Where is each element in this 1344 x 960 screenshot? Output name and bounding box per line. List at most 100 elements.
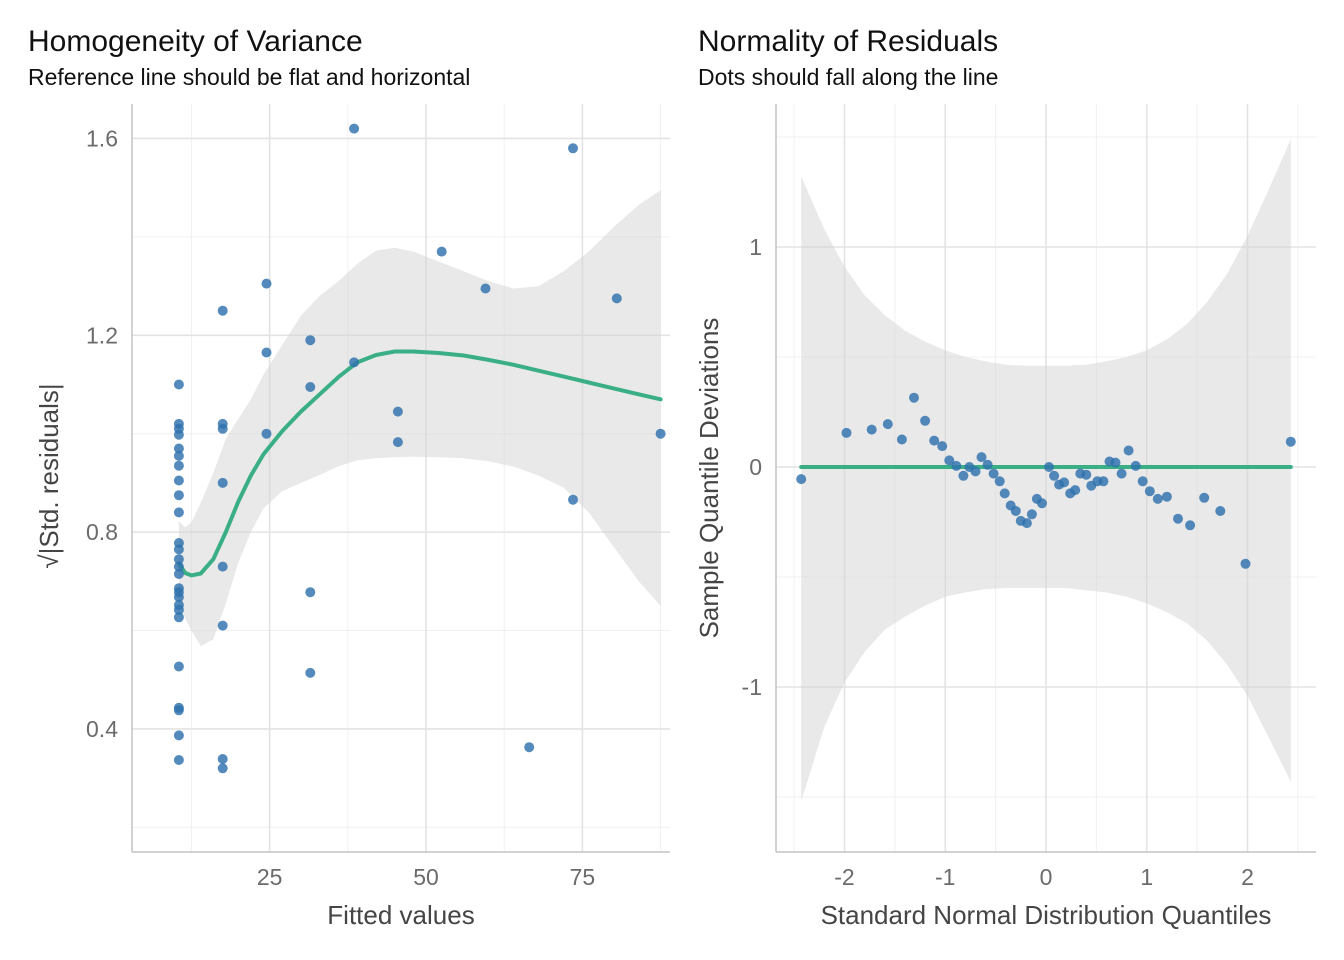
- data-point: [305, 587, 316, 598]
- data-point: [1010, 506, 1021, 516]
- data-point: [976, 452, 987, 463]
- y-tick-label: 1.2: [86, 322, 118, 348]
- panel2-subtitle: Dots should fall along the line: [698, 64, 998, 90]
- data-point: [1240, 558, 1251, 569]
- panel1-y-axis-label: √|Std. residuals|: [34, 383, 64, 568]
- data-point: [1123, 445, 1134, 456]
- data-point: [1137, 476, 1148, 487]
- x-tick-label: 2: [1241, 864, 1254, 890]
- panel1-axes: [131, 104, 670, 853]
- data-point: [173, 490, 184, 501]
- data-point: [944, 455, 955, 466]
- data-point: [1026, 509, 1037, 520]
- data-point: [882, 419, 893, 430]
- data-point: [1285, 436, 1296, 447]
- data-point: [173, 507, 184, 518]
- y-tick-label: 0: [749, 454, 762, 480]
- data-point: [958, 470, 969, 481]
- data-point: [951, 460, 962, 471]
- data-point: [173, 569, 184, 579]
- x-tick-label: 25: [257, 864, 283, 890]
- data-point: [1144, 486, 1155, 497]
- data-point: [173, 554, 184, 565]
- data-point: [937, 441, 948, 452]
- data-point: [261, 347, 272, 358]
- homogeneity-panel: Homogeneity of Variance Reference line s…: [28, 25, 670, 930]
- x-tick-label: 1: [1140, 864, 1153, 890]
- y-tick-label: 1: [749, 234, 762, 260]
- data-point: [261, 278, 272, 289]
- data-point: [480, 283, 491, 294]
- data-point: [1185, 520, 1196, 531]
- data-point: [1049, 470, 1060, 481]
- data-point: [982, 459, 993, 470]
- confidence-ribbon: [178, 190, 661, 647]
- data-point: [994, 476, 1005, 487]
- data-point: [173, 612, 184, 623]
- data-point: [999, 488, 1010, 499]
- data-point: [568, 143, 578, 154]
- x-tick-label: 0: [1040, 864, 1053, 890]
- data-point: [392, 437, 403, 448]
- data-point: [1110, 457, 1121, 468]
- data-point: [173, 460, 184, 471]
- panel1-title: Homogeneity of Variance: [28, 25, 363, 58]
- data-point: [305, 382, 316, 392]
- data-point: [841, 427, 852, 438]
- data-point: [173, 561, 184, 572]
- panel1-x-axis-label: Fitted values: [327, 900, 474, 930]
- data-point: [1199, 492, 1210, 503]
- x-tick-label: 75: [570, 864, 596, 890]
- x-tick-label: -2: [834, 864, 854, 890]
- data-point: [896, 434, 907, 445]
- data-point: [173, 429, 184, 440]
- data-point: [349, 357, 360, 368]
- data-point: [305, 335, 316, 346]
- x-tick-label: 50: [413, 864, 439, 890]
- data-point: [1152, 493, 1163, 504]
- data-point: [568, 494, 578, 505]
- data-point: [611, 293, 622, 304]
- data-point: [217, 620, 228, 631]
- panel2-x-axis-label: Standard Normal Distribution Quantiles: [821, 900, 1272, 930]
- data-point: [1037, 498, 1047, 509]
- data-point: [261, 428, 272, 439]
- x-tick-label: -1: [935, 864, 955, 890]
- panel2-tick-labels: -2 -1 0 1 2 -1 0 1: [742, 234, 1254, 890]
- data-point: [173, 705, 184, 716]
- y-tick-label: 0.4: [86, 716, 118, 742]
- y-tick-label: 1.6: [86, 125, 118, 151]
- panel2-axes: [775, 104, 1316, 853]
- data-point: [173, 450, 184, 461]
- data-point: [655, 428, 666, 439]
- data-point: [920, 415, 931, 426]
- data-point: [1116, 468, 1127, 479]
- panel1-subtitle: Reference line should be flat and horizo…: [28, 64, 470, 90]
- data-point: [173, 604, 184, 615]
- data-point: [1021, 518, 1032, 529]
- data-point: [1098, 476, 1109, 487]
- data-point: [1161, 491, 1172, 502]
- data-point: [524, 742, 535, 753]
- data-point: [173, 475, 184, 486]
- panel1-tick-labels: 25 50 75 0.4 0.8 1.2 1.6: [86, 125, 595, 890]
- data-point: [217, 754, 228, 764]
- data-point: [1044, 462, 1054, 472]
- y-tick-label: 0.8: [86, 519, 118, 545]
- data-point: [217, 561, 228, 572]
- panel2-y-axis-label: Sample Quantile Deviations: [694, 318, 724, 639]
- data-point: [305, 667, 316, 678]
- data-point: [1070, 485, 1081, 496]
- data-point: [173, 443, 184, 454]
- data-point: [1215, 506, 1226, 516]
- data-point: [217, 763, 228, 774]
- data-point: [173, 592, 184, 603]
- data-point: [866, 424, 877, 435]
- panel2-title: Normality of Residuals: [698, 25, 998, 58]
- data-point: [796, 474, 807, 485]
- panel2-points: [796, 392, 1296, 569]
- data-point: [436, 246, 447, 257]
- normality-panel: Normality of Residuals Dots should fall …: [694, 25, 1316, 930]
- data-point: [1130, 460, 1141, 471]
